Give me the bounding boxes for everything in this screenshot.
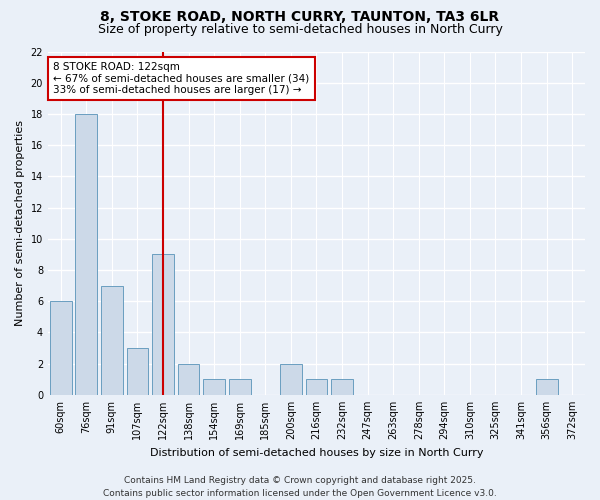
Text: 8, STOKE ROAD, NORTH CURRY, TAUNTON, TA3 6LR: 8, STOKE ROAD, NORTH CURRY, TAUNTON, TA3… <box>100 10 500 24</box>
Bar <box>178 364 199 395</box>
Bar <box>152 254 174 395</box>
Bar <box>50 302 71 395</box>
X-axis label: Distribution of semi-detached houses by size in North Curry: Distribution of semi-detached houses by … <box>150 448 483 458</box>
Text: Size of property relative to semi-detached houses in North Curry: Size of property relative to semi-detach… <box>98 22 502 36</box>
Text: 8 STOKE ROAD: 122sqm
← 67% of semi-detached houses are smaller (34)
33% of semi-: 8 STOKE ROAD: 122sqm ← 67% of semi-detac… <box>53 62 310 95</box>
Bar <box>536 380 557 395</box>
Text: Contains HM Land Registry data © Crown copyright and database right 2025.
Contai: Contains HM Land Registry data © Crown c… <box>103 476 497 498</box>
Bar <box>76 114 97 395</box>
Bar <box>229 380 251 395</box>
Bar <box>127 348 148 395</box>
Bar <box>101 286 123 395</box>
Bar <box>331 380 353 395</box>
Bar <box>280 364 302 395</box>
Bar <box>305 380 328 395</box>
Bar <box>203 380 225 395</box>
Y-axis label: Number of semi-detached properties: Number of semi-detached properties <box>15 120 25 326</box>
